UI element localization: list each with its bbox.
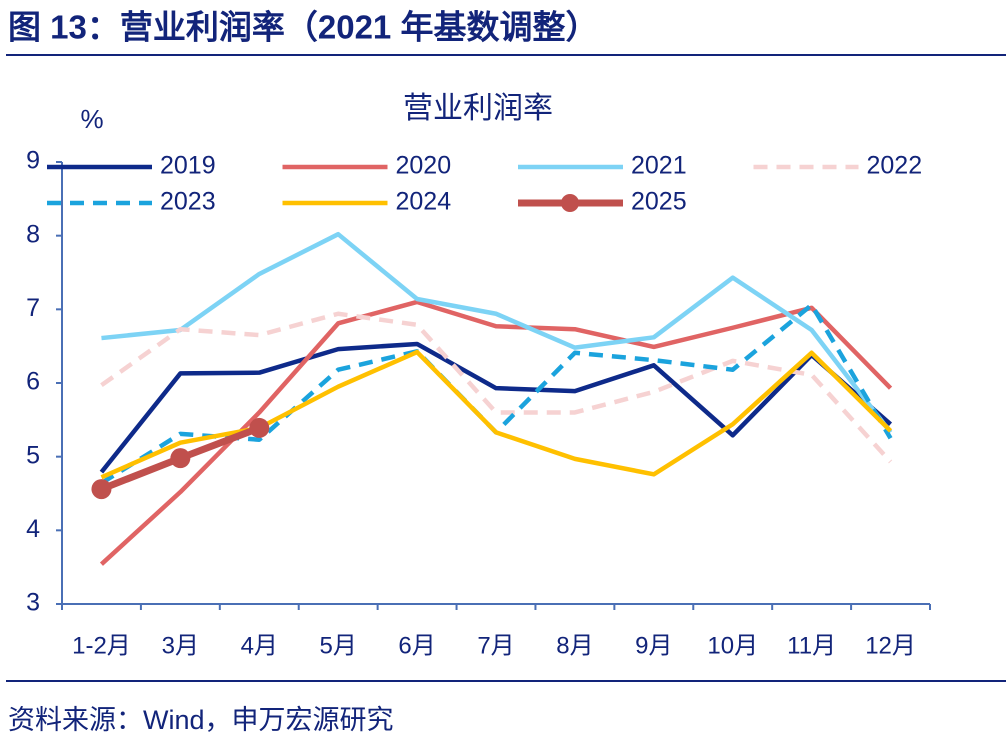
x-tick-label: 3月: [162, 632, 199, 659]
y-tick-label: 5: [26, 441, 40, 469]
x-tick-label: 4月: [241, 632, 278, 659]
legend-label: 2024: [396, 188, 452, 216]
series-marker: [91, 479, 112, 500]
x-tick-label: 11月: [787, 632, 836, 659]
y-tick-label: 7: [26, 294, 40, 322]
y-tick-label: 4: [26, 515, 40, 543]
x-tick-label: 10月: [707, 632, 758, 659]
y-tick-label: 9: [26, 147, 40, 175]
header-rule: [6, 54, 1006, 56]
header-title: 图 13：营业利润率（2021 年基数调整）: [8, 9, 598, 46]
x-tick-label: 7月: [477, 632, 514, 659]
chart-title: 营业利润率: [403, 92, 553, 125]
series-line: [101, 231, 893, 434]
series-line: [100, 349, 893, 480]
y-tick-label: 8: [26, 220, 40, 248]
legend-marker: [561, 194, 579, 212]
x-tick-label: 8月: [556, 632, 593, 659]
series-marker: [170, 448, 191, 469]
y-tick-label: 3: [26, 589, 40, 617]
x-tick-label: 5月: [320, 632, 357, 659]
legend-label: 2019: [160, 152, 216, 180]
legend-label: 2022: [867, 152, 923, 180]
y-axis-label: %: [80, 104, 103, 134]
x-tick-label: 9月: [635, 632, 672, 659]
legend-label: 2021: [631, 152, 687, 180]
footer-rule: [6, 680, 1006, 682]
y-tick-label: 6: [26, 368, 40, 396]
series-marker: [249, 417, 270, 438]
series-line: [99, 341, 893, 474]
x-tick-label: 1-2月: [72, 632, 131, 659]
x-tick-label: 6月: [398, 632, 435, 659]
footer-source: 资料来源：Wind，申万宏源研究: [8, 705, 394, 735]
x-tick-label: 12月: [865, 632, 916, 659]
legend-label: 2020: [396, 152, 452, 180]
legend-label: 2023: [160, 188, 216, 216]
series-line: [100, 311, 893, 464]
legend-label: 2025: [631, 188, 687, 216]
